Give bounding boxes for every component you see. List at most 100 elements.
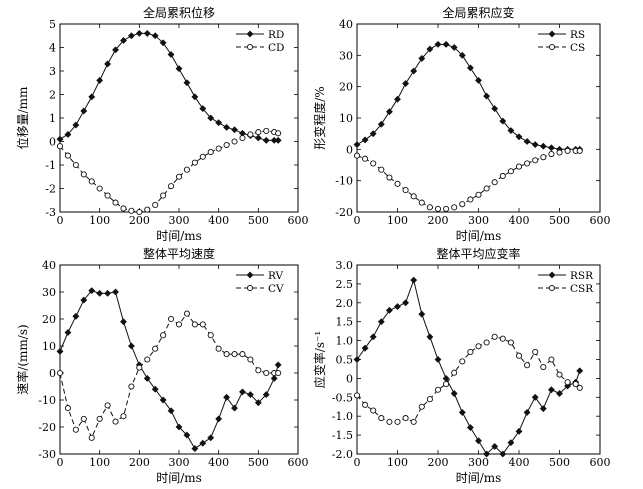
x-tick-label: 100 <box>89 214 110 227</box>
data-point-csr <box>353 392 361 399</box>
data-point-rv <box>246 391 254 399</box>
series-line-rs <box>356 43 580 150</box>
y-tick-label: 20 <box>339 81 353 94</box>
data-point-csr <box>451 369 458 376</box>
legend-marker-cv <box>246 284 254 292</box>
x-axis-label: 时间/ms <box>156 229 202 243</box>
y-axis-label: 形变程度/% <box>312 86 327 149</box>
y-tick-label: 2 <box>49 89 56 102</box>
data-point-csr <box>491 333 498 340</box>
data-point-cv <box>136 364 143 371</box>
data-point-rv <box>104 289 112 297</box>
data-point-cd <box>64 152 71 159</box>
data-point-cv <box>88 434 95 441</box>
x-tick-label: 300 <box>169 456 190 469</box>
chart-panel-4: 0 100 200 300 400 500 600 -2.0 -1.5 -1.0 -0.5 0 0.5 1… <box>312 246 611 485</box>
data-point-rs <box>531 141 539 149</box>
data-point-cs <box>576 147 583 154</box>
data-point-cs <box>467 196 474 203</box>
data-point-cd <box>168 183 175 190</box>
data-point-rd <box>274 136 282 144</box>
y-tick-label: 0 <box>49 136 56 149</box>
data-point-cv <box>223 351 230 358</box>
legend-marker-csr <box>548 284 556 292</box>
data-point-cd <box>144 206 151 213</box>
data-point-cs <box>483 185 490 192</box>
series-cd <box>56 127 282 216</box>
data-point-cv <box>207 332 214 339</box>
data-point-rs <box>458 51 466 59</box>
data-point-cd <box>191 159 198 166</box>
data-point-cs <box>524 160 531 167</box>
data-point-rd <box>80 107 88 115</box>
data-point-csr <box>402 415 409 422</box>
data-point-rd <box>120 37 127 44</box>
data-point-rsr <box>450 390 458 397</box>
data-point-rv <box>159 396 167 404</box>
x-tick-label: 200 <box>428 214 449 227</box>
data-point-rsr <box>394 303 401 311</box>
data-point-rs <box>353 141 361 149</box>
data-point-rd <box>151 32 159 40</box>
data-point-cd <box>136 208 143 216</box>
data-point-csr <box>459 358 466 365</box>
y-tick-label: 0 <box>346 372 353 385</box>
x-tick-label: 600 <box>590 456 611 469</box>
series-line-rd <box>59 32 279 141</box>
x-tick-label: 400 <box>509 456 530 469</box>
data-point-rs <box>361 136 369 144</box>
data-point-csr <box>362 401 369 408</box>
data-point-cs <box>548 150 555 158</box>
data-point-cs <box>499 172 506 180</box>
data-point-cd <box>247 131 254 138</box>
series-cv <box>56 310 282 441</box>
chart-title: 整体平均速度 <box>143 246 215 261</box>
data-point-rv <box>183 431 191 439</box>
data-point-cd <box>104 192 111 199</box>
y-tick-label: 3 <box>49 65 56 78</box>
data-point-cs <box>426 204 433 211</box>
data-point-cs <box>556 149 563 156</box>
data-point-rv <box>239 388 246 396</box>
data-point-csr <box>370 407 377 414</box>
data-point-cs <box>451 204 458 211</box>
y-tick-label: -3 <box>45 206 56 219</box>
data-point-rd <box>96 76 104 84</box>
data-point-rsr <box>410 276 418 284</box>
data-point-rsr <box>491 443 499 450</box>
data-point-csr <box>540 364 547 371</box>
data-point-rs <box>483 92 491 100</box>
data-point-rsr <box>361 344 369 352</box>
y-tick-label: 5 <box>49 18 56 31</box>
data-point-rv <box>231 404 238 412</box>
y-axis-label: 应变率/s⁻¹ <box>312 331 327 388</box>
x-tick-label: 100 <box>89 456 110 469</box>
data-point-csr <box>515 352 523 359</box>
data-point-rv <box>64 329 72 336</box>
y-axis-label: 位移量/mm <box>15 86 30 149</box>
data-point-cv <box>128 383 135 390</box>
data-point-cd <box>263 127 270 134</box>
data-point-rsr <box>556 390 563 397</box>
data-point-rs <box>442 40 450 48</box>
x-tick-label: 300 <box>468 214 489 227</box>
data-point-rd <box>135 29 143 37</box>
data-point-rs <box>491 105 499 113</box>
data-point-rs <box>450 44 458 51</box>
data-point-csr <box>443 381 450 388</box>
data-point-cd <box>239 134 246 142</box>
data-point-cs <box>532 157 539 164</box>
data-point-csr <box>548 356 555 363</box>
series-rs <box>353 40 584 153</box>
data-point-cv <box>120 413 127 420</box>
data-point-rv <box>151 385 159 393</box>
x-tick-label: 300 <box>468 456 489 469</box>
data-point-cd <box>255 129 262 136</box>
data-point-rd <box>72 121 80 129</box>
data-point-csr <box>572 381 579 388</box>
data-point-rsr <box>539 405 547 413</box>
data-point-cv <box>152 345 159 352</box>
series-line-csr <box>356 336 581 423</box>
legend-marker-rv <box>246 271 254 279</box>
x-tick-label: 100 <box>387 456 408 469</box>
